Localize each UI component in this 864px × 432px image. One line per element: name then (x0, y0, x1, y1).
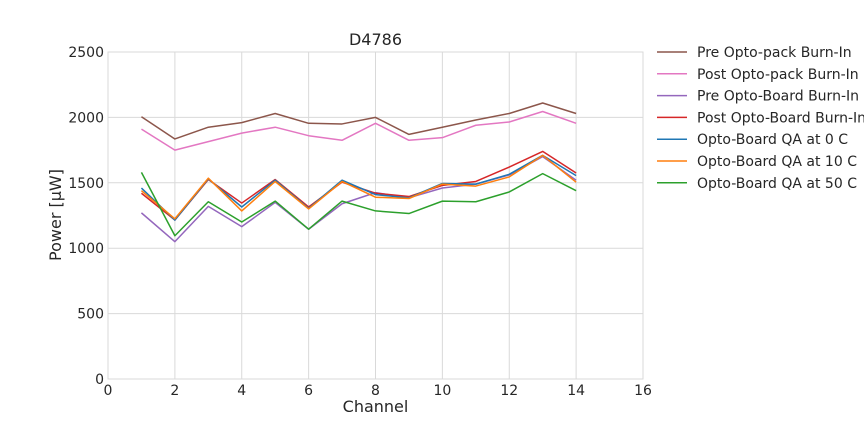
series-line-3 (140, 155, 577, 243)
legend-label: Opto-Board QA at 10 C (697, 154, 857, 170)
y-tick-label: 500 (77, 307, 104, 323)
grid (107, 51, 644, 380)
series-line-7 (140, 171, 577, 237)
legend-item: Pre Opto-Board Burn-In (657, 89, 859, 105)
legend-item: Opto-Board QA at 0 C (657, 132, 848, 148)
x-tick-label: 4 (237, 383, 246, 399)
legend-label: Opto-Board QA at 0 C (697, 132, 848, 148)
y-axis-label: Power [µW] (46, 169, 65, 261)
x-tick-label: 14 (567, 383, 585, 399)
x-tick-label: 12 (500, 383, 518, 399)
legend-label: Post Opto-Board Burn-In (697, 110, 864, 126)
x-tick-label: 8 (371, 383, 380, 399)
series-line-6 (140, 154, 577, 220)
x-tick-label: 10 (433, 383, 451, 399)
y-tick-label: 2500 (68, 45, 104, 61)
y-tick-label: 1000 (68, 241, 104, 257)
legend: Pre Opto-pack Burn-In Post Opto-pack Burn… (657, 45, 864, 192)
series-lines (140, 102, 577, 243)
legend-label: Pre Opto-pack Burn-In (697, 45, 852, 61)
series-line-1 (141, 102, 577, 140)
y-tick-label: 2000 (68, 110, 104, 126)
x-tick-label: 2 (170, 383, 179, 399)
x-tick-label: 6 (304, 383, 313, 399)
legend-item: Post Opto-Board Burn-In (657, 110, 864, 126)
legend-label: Post Opto-pack Burn-In (697, 67, 859, 83)
x-tick-label: 16 (634, 383, 652, 399)
chart-title: D4786 (349, 30, 402, 49)
series-line-4 (140, 150, 577, 221)
legend-item: Pre Opto-pack Burn-In (657, 45, 852, 61)
x-tick-label: 0 (104, 383, 113, 399)
y-tick-label: 0 (95, 372, 104, 388)
legend-item: Opto-Board QA at 50 C (657, 176, 857, 192)
legend-item: Opto-Board QA at 10 C (657, 154, 857, 170)
series-line-5 (140, 154, 577, 221)
legend-item: Post Opto-pack Burn-In (657, 67, 859, 83)
y-tick-label: 1500 (68, 176, 104, 192)
plot-frame (107, 51, 644, 380)
series-line-2 (141, 110, 577, 151)
y-tick-labels: 0 500 1000 1500 2000 2500 (68, 45, 104, 388)
x-axis-label: Channel (343, 397, 409, 416)
legend-label: Opto-Board QA at 50 C (697, 176, 857, 192)
legend-label: Pre Opto-Board Burn-In (697, 89, 859, 105)
x-tick-labels: 0 2 4 6 8 10 12 14 16 (104, 383, 652, 399)
